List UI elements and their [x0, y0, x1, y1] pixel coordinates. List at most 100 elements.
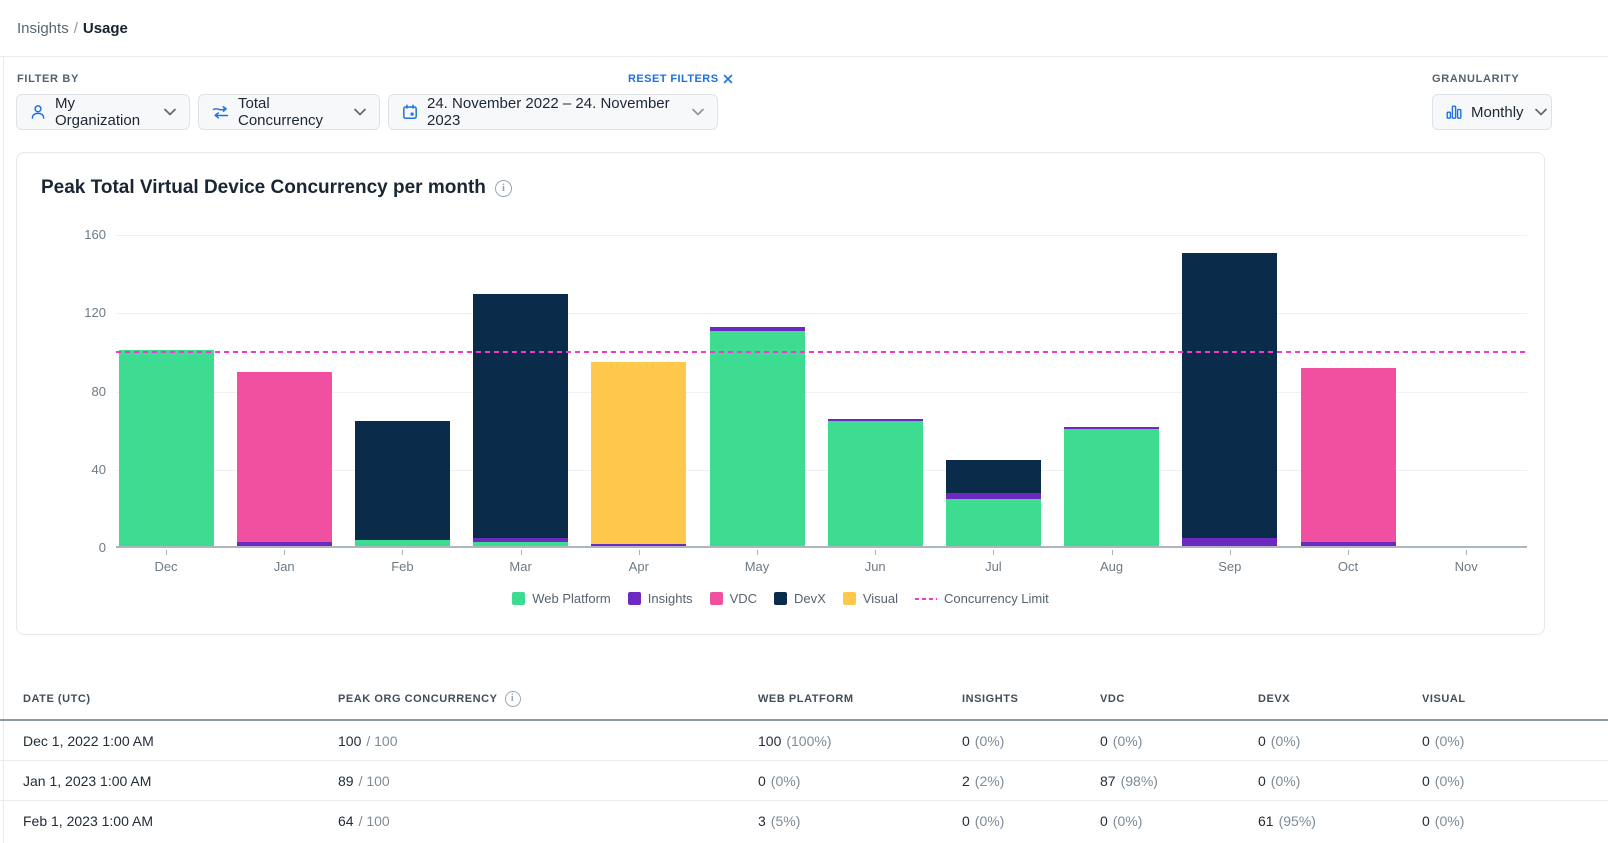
bar-feb[interactable]	[354, 420, 450, 546]
legend-item-insights[interactable]: Insights	[627, 591, 693, 606]
legend-label: VDC	[729, 591, 758, 606]
chart-plot: 0 40 80 120 160 Dec Jan Feb Mar Apr May Jun Jul Aug Se…	[84, 227, 1527, 574]
x-axis-label-oct: Oct	[1337, 559, 1359, 574]
bar-segment-insights	[473, 538, 569, 543]
cell-date: Dec 1, 2022 1:00 AM	[23, 732, 154, 749]
cell-web-platform: 3 (5%)	[758, 813, 801, 829]
content-left-border	[3, 57, 4, 843]
granularity-label: GRANULARITY	[1432, 73, 1520, 85]
column-header-date-utc: DATE (UTC)	[23, 692, 91, 705]
cell-vdc: 87 (98%)	[1100, 772, 1158, 789]
legend-item-web-platform[interactable]: Web Platform	[512, 591, 611, 606]
x-axis-line	[116, 546, 1527, 548]
cell-insights: 0 (0%)	[962, 732, 1005, 749]
legend-limit-line-swatch	[915, 597, 937, 600]
cell-web-platform: 0 (0%)	[758, 772, 801, 789]
x-tick	[993, 550, 995, 555]
bar-segment-insights	[1182, 538, 1278, 546]
y-axis-label: 120	[84, 305, 106, 321]
legend-swatch	[709, 592, 723, 605]
bar-sep[interactable]	[1182, 252, 1278, 546]
x-tick	[284, 550, 286, 555]
chevron-down-icon	[692, 108, 704, 116]
x-tick	[1229, 550, 1231, 555]
x-axis-label-jul: Jul	[985, 559, 1002, 574]
legend-item-visual[interactable]: Visual	[842, 591, 898, 606]
bar-segment-insights	[591, 544, 687, 546]
user-icon	[31, 105, 45, 119]
organization-filter-dropdown[interactable]: My Organization	[16, 94, 190, 130]
table-header-row: DATE (UTC) PEAK ORG CONCURRENCY i WEB PLATF…	[0, 678, 1608, 721]
x-tick	[520, 550, 522, 555]
organization-filter-value: My Organization	[55, 95, 141, 129]
chart-title: Peak Total Virtual Device Concurrency pe…	[41, 177, 512, 199]
bar-aug[interactable]	[1064, 426, 1160, 546]
x-axis-label-apr: Apr	[628, 559, 649, 574]
bar-may[interactable]	[709, 326, 805, 546]
cell-vdc: 0 (0%)	[1100, 732, 1143, 749]
x-axis-label-feb: Feb	[391, 559, 414, 574]
bar-segment-web-platform	[473, 542, 569, 546]
x-tick	[757, 550, 758, 555]
breadcrumb-insights-link[interactable]: Insights	[17, 19, 69, 37]
concurrency-chart-card: Peak Total Virtual Device Concurrency pe…	[16, 152, 1545, 635]
cell-devx: 0 (0%)	[1258, 772, 1301, 789]
usage-table: DATE (UTC) PEAK ORG CONCURRENCY i WEB PLATF…	[0, 678, 1608, 841]
page-title: Usage	[82, 19, 128, 37]
bar-segment-web-platform	[827, 420, 923, 546]
x-axis-label-may: May	[744, 559, 770, 574]
gridline-80	[116, 391, 1527, 393]
cell-visual: 0 (0%)	[1422, 813, 1465, 829]
x-axis-label-sep: Sep	[1218, 559, 1242, 574]
bar-segment-insights	[709, 326, 805, 331]
legend-item-devx[interactable]: DevX	[774, 591, 826, 606]
y-axis-label: 160	[84, 227, 106, 242]
legend-label: Visual	[862, 591, 898, 606]
gridline-160	[116, 235, 1527, 236]
bar-segment-web-platform	[118, 350, 214, 546]
bar-jul[interactable]	[945, 459, 1041, 546]
x-axis-label-aug: Aug	[1100, 559, 1124, 574]
legend-swatch	[512, 592, 526, 605]
bar-segment-web-platform	[354, 540, 450, 546]
legend-swatch	[627, 592, 641, 605]
x-axis-label-jan: Jan	[273, 559, 295, 574]
bar-dec[interactable]	[118, 350, 214, 546]
bar-segment-vdc	[236, 371, 332, 543]
cell-insights: 2 (2%)	[962, 772, 1005, 789]
x-tick	[166, 550, 167, 555]
x-tick	[638, 550, 640, 555]
granularity-dropdown[interactable]: Monthly	[1432, 94, 1552, 130]
filter-by-label: FILTER BY	[17, 73, 79, 85]
x-tick	[1348, 550, 1349, 555]
bar-segment-devx	[354, 420, 450, 541]
breadcrumb-separator: /	[73, 19, 78, 37]
granularity-value: Monthly	[1471, 103, 1524, 121]
y-axis-label: 80	[91, 383, 106, 399]
bar-apr[interactable]	[591, 362, 687, 546]
bar-jan[interactable]	[236, 371, 332, 546]
reset-filters-button[interactable]: RESET FILTERS	[628, 73, 733, 85]
bar-segment-visual	[591, 362, 687, 545]
bar-segment-web-platform	[945, 499, 1041, 546]
cell-peak-concurrency: 64/ 100	[338, 813, 390, 829]
metric-filter-dropdown[interactable]: Total Concurrency	[198, 94, 380, 130]
y-axis-label: 0	[98, 540, 106, 555]
bar-jun[interactable]	[827, 418, 923, 546]
column-header-devx: DEVX	[1258, 692, 1291, 705]
cell-peak-concurrency: 100/ 100	[338, 732, 398, 749]
legend-item-vdc[interactable]: VDC	[709, 591, 758, 606]
info-icon[interactable]: i	[504, 690, 521, 707]
date-range-filter-dropdown[interactable]: 24. November 2022 – 24. November 2023	[388, 94, 718, 130]
table-row: Dec 1, 2022 1:00 AM 100/ 100 100 (100%) 0 (0%…	[0, 721, 1608, 761]
gridline-40	[116, 469, 1527, 471]
chevron-down-icon	[354, 108, 366, 116]
x-axis-label-dec: Dec	[154, 559, 178, 574]
bar-mar[interactable]	[473, 293, 569, 546]
bar-oct[interactable]	[1300, 367, 1396, 546]
legend-label: Insights	[647, 591, 693, 606]
info-icon[interactable]: i	[494, 179, 512, 197]
legend-item-concurrency-limit[interactable]: Concurrency Limit	[915, 591, 1049, 606]
legend-swatch	[842, 592, 856, 605]
bar-segment-devx	[1182, 252, 1278, 539]
